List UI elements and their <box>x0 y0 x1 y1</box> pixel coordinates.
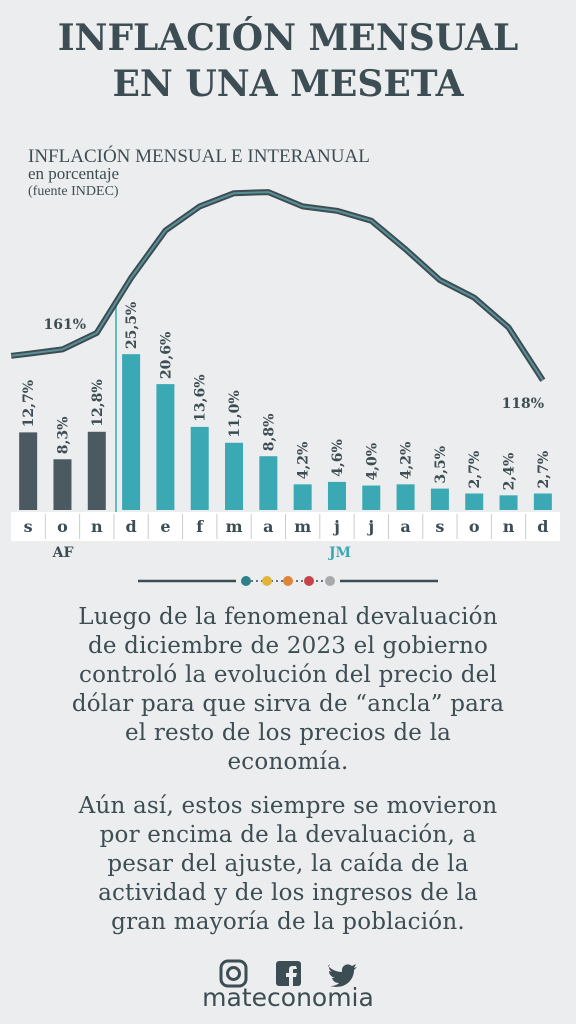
social-icons <box>219 959 357 988</box>
bar <box>327 481 346 510</box>
divider-dot <box>325 576 335 586</box>
facebook-glyph <box>286 966 297 986</box>
bar <box>533 493 552 510</box>
value-label: 4,2% <box>399 442 415 480</box>
value-label: 2,7% <box>536 451 552 489</box>
bar <box>87 431 106 510</box>
line <box>11 191 544 381</box>
x-tick-label: a <box>400 517 410 536</box>
bar <box>19 432 38 510</box>
value-label: 8,3% <box>55 417 71 455</box>
value-label: 4,2% <box>296 442 312 480</box>
value-label: 2,7% <box>467 451 483 489</box>
x-tick-label: s <box>24 517 33 536</box>
line-value-label: 161% <box>44 317 87 333</box>
bar <box>190 426 209 510</box>
x-tick-label: n <box>91 517 103 536</box>
x-tick-label: s <box>435 517 444 536</box>
paragraph-line: el resto de los precios de la <box>124 720 452 746</box>
paragraph-line: actividad y de los ingresos de la <box>98 880 478 906</box>
paragraph-line: economía. <box>227 749 349 775</box>
x-tick-label: a <box>263 517 273 536</box>
bar <box>293 484 312 510</box>
value-label: 12,7% <box>21 380 37 427</box>
brand: mateconomia <box>202 983 374 1012</box>
headline: EN UNA MESETA <box>112 63 464 105</box>
paragraph-line: Aún así, estos siempre se movieron <box>78 793 498 819</box>
x-tick-label: f <box>196 517 204 536</box>
annotation: JM <box>327 545 351 561</box>
value-label: 13,6% <box>193 374 209 421</box>
value-label: 4,0% <box>364 443 380 481</box>
value-label: 11,0% <box>227 390 243 437</box>
value-label: 4,6% <box>330 439 346 477</box>
paragraph-line: gran mayoría de la población. <box>111 909 465 935</box>
twitter-icon[interactable] <box>328 964 357 987</box>
bar <box>225 442 244 510</box>
paragraph-line: controló la evolución del precio del <box>79 662 497 688</box>
value-label: 20,6% <box>158 332 174 379</box>
value-label: 25,5% <box>124 302 140 349</box>
x-tick-label: j <box>366 517 374 536</box>
bar <box>396 484 415 510</box>
x-tick-label: e <box>160 517 170 536</box>
x-tick-label: d <box>537 517 548 536</box>
bar <box>499 495 518 510</box>
divider-dot <box>262 576 272 586</box>
paragraph-line: pesar del ajuste, la caída de la <box>107 851 469 877</box>
paragraph-line: Luego de la fenomenal devaluación <box>78 604 498 630</box>
line-casing <box>10 189 546 382</box>
value-label: 8,8% <box>261 414 277 452</box>
paragraph: Aún así, estos siempre se movieron por en… <box>0 792 576 937</box>
bar <box>259 456 278 510</box>
chart-source: (fuente INDEC) <box>28 184 119 199</box>
divider <box>138 576 438 586</box>
chart-title: INFLACIÓN MENSUAL E INTERANUAL <box>28 145 370 167</box>
paragraph-line: por encima de la devaluación, a <box>99 822 477 848</box>
instagram-icon-lens <box>226 966 241 981</box>
bar <box>156 384 175 510</box>
line-value-label: 118% <box>502 396 545 412</box>
bar <box>362 485 381 510</box>
paragraph-line: de diciembre de 2023 el gobierno <box>87 633 489 659</box>
annotation: AF <box>52 545 74 561</box>
bar <box>122 354 141 510</box>
chart-subtitle: en porcentaje <box>28 164 119 183</box>
instagram-icon[interactable] <box>219 959 248 988</box>
x-tick-label: j <box>332 517 340 536</box>
x-tick-label: m <box>294 517 311 536</box>
x-tick-label: d <box>126 517 137 536</box>
x-tick-label: m <box>226 517 243 536</box>
bar <box>430 488 449 510</box>
value-label: 12,8% <box>90 379 106 426</box>
value-label: 2,4% <box>502 453 518 491</box>
headline: INFLACIÓN MENSUAL <box>58 17 519 59</box>
bar <box>53 459 72 510</box>
paragraph-line: dólar para que sirva de “ancla” para <box>71 691 505 717</box>
value-label: 3,5% <box>433 446 449 484</box>
divider-dot <box>241 576 251 586</box>
x-tick-label: o <box>469 517 480 536</box>
x-tick-label: o <box>57 517 68 536</box>
bar <box>465 493 484 510</box>
paragraph: Luego de la fenomenal devaluación de dici… <box>0 603 576 777</box>
x-tick-label: n <box>503 517 515 536</box>
divider-dot <box>283 576 293 586</box>
divider-dot <box>304 576 314 586</box>
